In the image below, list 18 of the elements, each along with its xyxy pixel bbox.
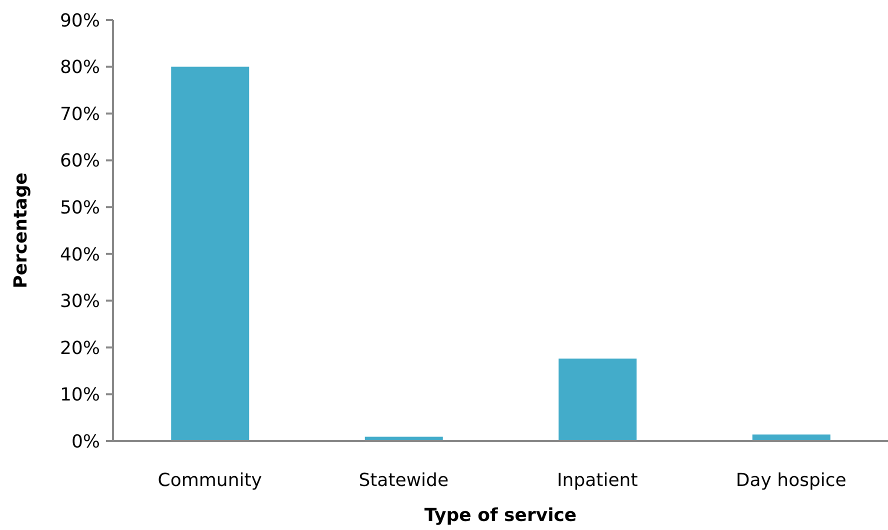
bar <box>171 66 250 441</box>
x-tick-label: Statewide <box>358 470 449 491</box>
y-tick-label: 90% <box>60 10 100 32</box>
y-tick-label: 70% <box>60 104 100 125</box>
y-axis-title: Percentage <box>10 172 32 288</box>
y-tick-label: 0% <box>71 431 100 452</box>
bar <box>558 358 637 441</box>
y-tick-label: 40% <box>60 244 100 266</box>
x-tick-label: Day hospice <box>736 470 846 491</box>
y-tick-label: 10% <box>60 384 100 406</box>
y-tick-label: 30% <box>60 291 100 312</box>
x-tick-label: Inpatient <box>556 470 638 491</box>
x-axis-title: Type of service <box>424 505 577 526</box>
y-tick-label: 50% <box>60 198 100 218</box>
y-tick-label: 20% <box>60 338 100 359</box>
y-tick-label: 80% <box>60 57 100 78</box>
x-tick-label: Community <box>158 470 262 491</box>
y-tick-label: 60% <box>60 150 100 172</box>
